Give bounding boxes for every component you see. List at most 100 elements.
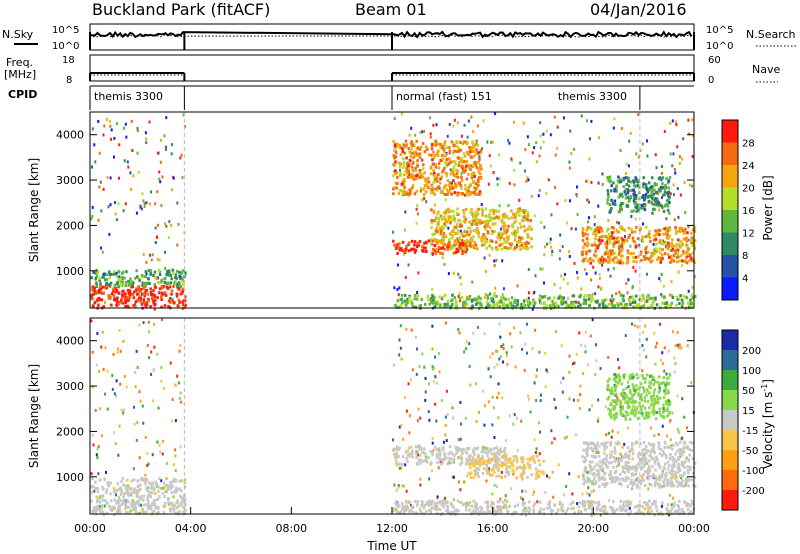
echo-cell-0 [138,496,141,500]
echo-cell-0 [143,294,146,298]
echo-cell-3 [638,462,641,466]
echo-cell-3 [648,469,652,473]
echo-cell-1 [420,447,423,451]
echo-cell-1 [119,283,123,287]
scatter-cell [472,130,475,134]
echo-cell-5 [604,305,607,309]
scatter-cell [178,349,181,353]
echo-cell-3 [674,475,677,479]
echo-cell-4 [635,384,638,388]
echo-cell-1 [485,447,488,451]
scatter-cell [611,299,614,303]
echo-cell-0 [163,494,166,498]
echo-cell-3 [670,484,673,488]
scatter-cell [445,389,448,393]
scatter-cell [635,152,638,156]
echo-cell-3 [469,211,472,215]
echo-cell-1 [165,271,169,275]
echo-cell-3 [490,247,494,251]
echo-cell-4 [625,239,629,243]
echo-cell-5 [533,301,537,305]
echo-cell-2 [515,457,519,461]
echo-cell-3 [521,219,524,223]
echo-cell-5 [680,305,684,309]
echo-cell-3 [506,240,509,244]
echo-cell-4 [612,243,615,247]
echo-cell-1 [395,453,399,457]
echo-cell-0 [91,296,94,300]
echo-cell-3 [526,246,530,250]
echo-cell-0 [175,294,179,298]
echo-cell-3 [501,220,505,224]
echo-cell-5 [631,301,635,305]
echo-cell-0 [117,511,121,515]
echo-cell-7 [394,155,398,159]
echo-cell-4 [652,402,656,406]
echo-cell-3 [433,219,436,223]
echo-cell-2 [436,249,440,253]
scatter-cell [612,267,615,271]
echo-cell-6 [662,209,666,213]
echo-cell-1 [167,269,171,273]
echo-cell-4 [621,227,625,231]
echo-cell-3 [480,207,484,211]
echo-cell-3 [610,450,614,454]
echo-cell-4 [582,259,585,263]
echo-cell-3 [499,231,502,235]
echo-cell-3 [609,440,613,444]
echo-cell-1 [455,448,458,452]
scatter-cell [542,140,545,144]
scatter-cell [638,155,641,159]
echo-cell-0 [142,292,146,296]
scatter-cell [521,477,524,481]
echo-cell-7 [408,192,412,196]
echo-cell-0 [169,484,172,488]
scatter-cell [537,194,540,198]
echo-cell-7 [454,160,457,164]
echo-cell-4 [605,229,609,233]
echo-cell-3 [668,464,671,468]
echo-cell-3 [456,222,459,226]
scatter-cell [505,354,508,358]
scatter-cell [126,160,129,164]
scatter-cell [639,149,642,153]
scatter-cell [489,164,492,168]
scatter-cell [506,362,509,366]
echo-cell-6 [668,195,671,199]
scatter-cell [472,509,475,513]
echo-cell-2 [507,458,510,462]
scatter-cell [585,119,588,123]
echo-cell-4 [660,242,663,246]
echo-cell-3 [609,452,612,456]
echo-cell-7 [437,166,441,170]
scatter-cell [529,410,532,414]
echo-cell-0 [126,289,130,293]
echo-cell-0 [95,495,99,499]
echo-cell-4 [601,255,604,259]
echo-cell-7 [473,174,476,178]
scatter-cell [493,216,496,220]
echo-cell-3 [443,215,446,219]
echo-cell-3 [652,457,655,461]
scatter-cell [458,331,461,335]
echo-cell-3 [529,219,532,223]
echo-cell-3 [627,476,631,480]
echo-cell-7 [411,161,414,165]
echo-cell-3 [604,457,608,461]
echo-cell-3 [586,447,590,451]
echo-cell-3 [510,242,514,246]
scatter-cell [392,174,395,178]
echo-cell-6 [651,194,655,198]
echo-cell-1 [131,282,134,286]
echo-cell-5 [471,304,474,308]
echo-cell-2 [528,463,532,467]
scatter-cell [396,143,399,147]
echo-cell-4 [693,226,697,230]
echo-cell-7 [474,182,478,186]
echo-cell-0 [150,484,154,488]
echo-cell-4 [669,260,672,264]
echo-cell-3 [585,448,588,452]
echo-cell-3 [693,475,696,479]
scatter-cell [450,181,453,185]
echo-cell-2 [526,457,530,461]
